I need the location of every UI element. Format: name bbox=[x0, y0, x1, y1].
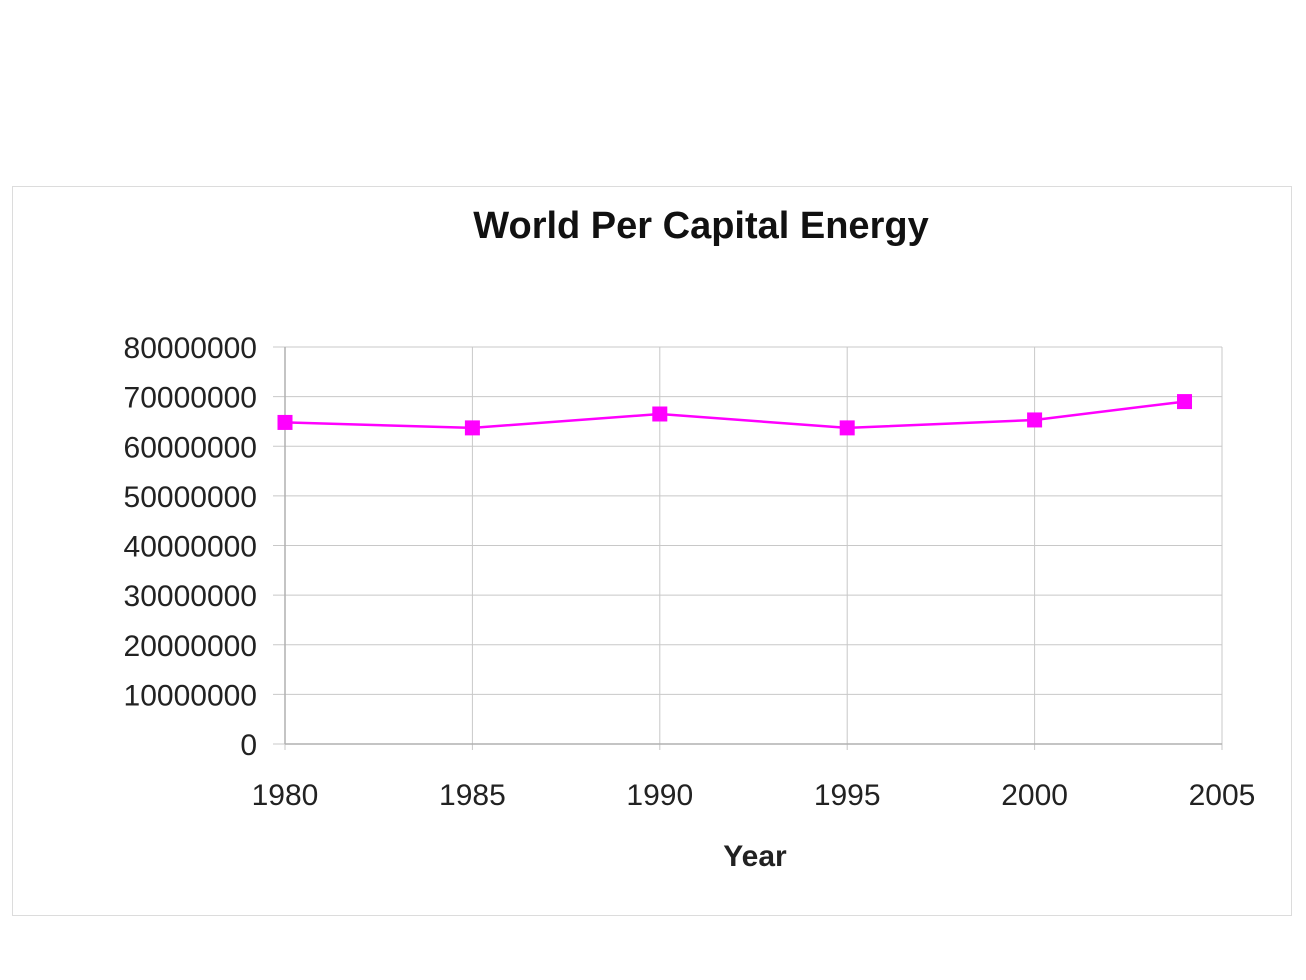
chart-frame bbox=[12, 186, 1292, 916]
axes bbox=[284, 347, 1222, 745]
data-point-marker bbox=[1027, 412, 1043, 428]
y-tick-label: 70000000 bbox=[124, 382, 257, 415]
data-point-marker bbox=[839, 420, 855, 436]
x-tick-label: 2000 bbox=[1001, 779, 1068, 812]
series-line bbox=[284, 400, 1185, 430]
x-axis-title: Year bbox=[723, 840, 787, 873]
y-tick-label: 50000000 bbox=[124, 481, 257, 514]
y-tick-label: 20000000 bbox=[124, 630, 257, 663]
y-tick-label: 60000000 bbox=[124, 431, 257, 464]
y-tick-label: 10000000 bbox=[124, 679, 257, 712]
series-layer bbox=[277, 394, 1193, 436]
y-tick-labels: 0 10000000 20000000 30000000 40000000 5000000… bbox=[124, 332, 257, 762]
x-tick-label: 1995 bbox=[814, 779, 881, 812]
x-tick-label: 1985 bbox=[439, 779, 506, 812]
x-tick-label: 1980 bbox=[252, 779, 319, 812]
y-tick-label: 30000000 bbox=[124, 580, 257, 613]
x-tick-label: 1990 bbox=[626, 779, 693, 812]
data-point-marker bbox=[464, 420, 480, 436]
y-tick-label: 40000000 bbox=[124, 531, 257, 564]
y-tick-label: 80000000 bbox=[124, 332, 257, 365]
data-point-marker bbox=[652, 406, 668, 422]
x-tick-labels: 1980 1985 1990 1995 2000 2005 bbox=[252, 779, 1256, 812]
data-point-marker bbox=[1177, 394, 1193, 410]
y-tick-label: 0 bbox=[240, 729, 257, 762]
grid-lines bbox=[273, 346, 1223, 750]
data-point-marker bbox=[277, 414, 293, 430]
chart-title: World Per Capital Energy bbox=[473, 205, 928, 247]
x-tick-label: 2005 bbox=[1189, 779, 1256, 812]
